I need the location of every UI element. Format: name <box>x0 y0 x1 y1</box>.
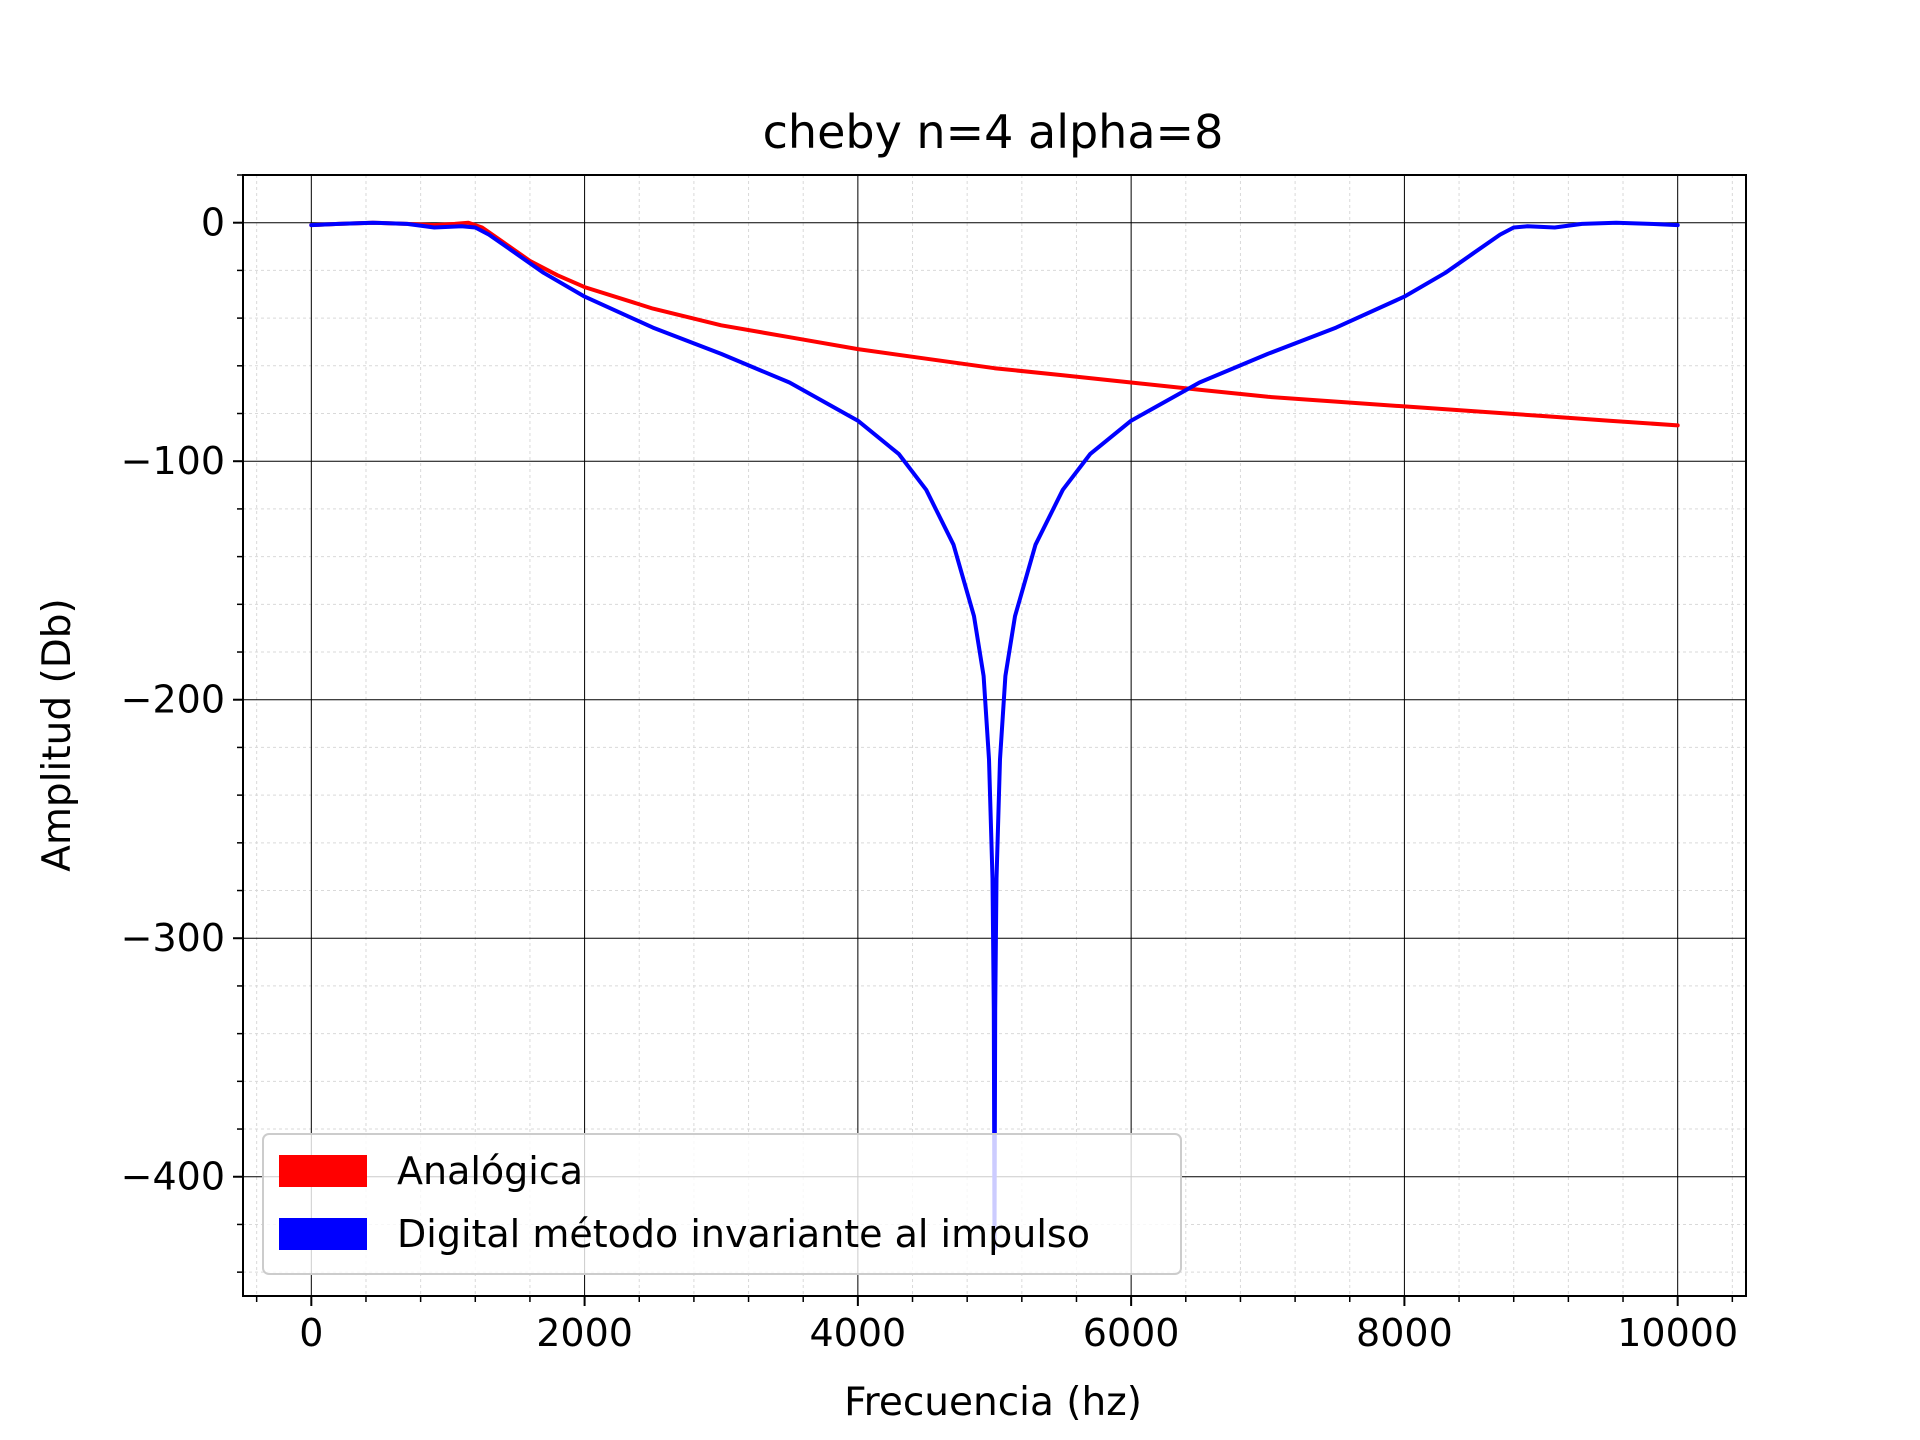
x-tick-label: 4000 <box>810 1311 907 1355</box>
y-tick-label: −300 <box>121 916 225 960</box>
plot-frame <box>242 174 1747 1297</box>
legend-label-analogica: Analógica <box>397 1149 583 1193</box>
x-tick-label: 10000 <box>1617 1311 1738 1355</box>
y-tick-label: −200 <box>121 678 225 722</box>
x-tick-label: 8000 <box>1356 1311 1453 1355</box>
chart-title: cheby n=4 alpha=8 <box>763 105 1224 159</box>
x-axis-ticks: 0 2000 4000 6000 8000 10000 <box>255 1296 1738 1355</box>
x-tick-label: 6000 <box>1083 1311 1180 1355</box>
legend-label-digital: Digital método invariante al impulso <box>397 1212 1090 1256</box>
y-axis-label: Amplitud (Db) <box>35 598 80 871</box>
legend-swatch-digital <box>279 1218 367 1250</box>
legend: Analógica Digital método invariante al i… <box>262 1133 1182 1275</box>
y-tick-label: −100 <box>121 439 225 483</box>
y-tick-label: −400 <box>121 1155 225 1199</box>
x-tick-label: 2000 <box>536 1311 633 1355</box>
y-tick-label: 0 <box>201 201 225 245</box>
y-axis-ticks: 0 −100 −200 −300 −400 <box>121 174 243 1273</box>
legend-swatch-analogica <box>279 1155 367 1187</box>
x-tick-label: 0 <box>299 1311 323 1355</box>
legend-box <box>262 1133 1182 1275</box>
x-axis-label: Frecuencia (hz) <box>844 1380 1142 1425</box>
series-line-0 <box>309 220 1680 428</box>
